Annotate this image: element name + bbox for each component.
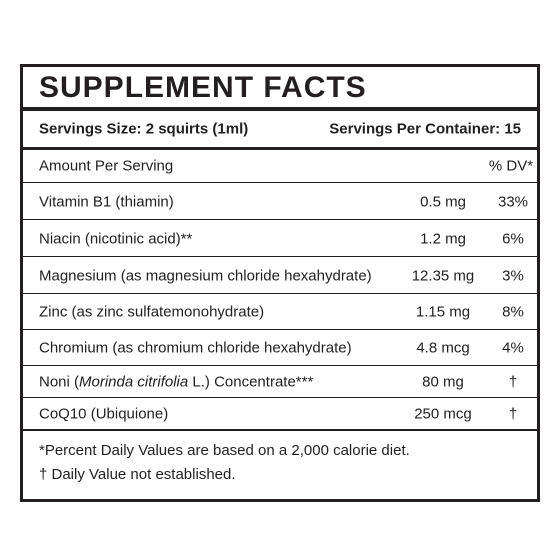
nutrient-row: Chromium (as chromium chloride hexahydra… <box>23 330 537 366</box>
name-part: L.) Concentrate*** <box>188 373 314 391</box>
name-part: Noni ( <box>39 373 80 391</box>
daily-value: † <box>508 405 518 423</box>
nutrient-row: Niacin (nicotinic acid)** 1.2 mg 6% <box>23 220 537 257</box>
name-part: Morinda citrifolia <box>79 373 189 391</box>
nutrient-row: Magnesium (as magnesium chloride hexahyd… <box>23 257 537 294</box>
nutrient-row: Noni (Morinda citrifolia L.) Concentrate… <box>23 366 537 398</box>
nutrient-row: Vitamin B1 (thiamin) 0.5 mg 33% <box>23 183 537 220</box>
rule <box>23 293 537 294</box>
name-part: Chromium (as chromium chloride hexahydra… <box>39 339 352 357</box>
dv-header: % DV* <box>488 157 534 174</box>
footnote: † Daily Value not established. <box>39 466 236 483</box>
supplement-facts-panel: SUPPLEMENT FACTS Servings Size: 2 squirt… <box>20 64 540 502</box>
nutrient-name: CoQ10 (Ubiquione) <box>39 406 168 423</box>
amount: 80 mg <box>422 373 464 391</box>
daily-value: 6% <box>502 230 524 247</box>
daily-value: 4% <box>502 339 524 357</box>
rule <box>23 256 537 257</box>
amount: 4.8 mcg <box>416 339 470 357</box>
footnote: *Percent Daily Values are based on a 2,0… <box>39 442 410 459</box>
rule <box>23 329 537 330</box>
amount: 250 mcg <box>414 405 472 423</box>
title: SUPPLEMENT FACTS <box>39 71 367 104</box>
rule <box>23 147 537 150</box>
servings-size: Servings Size: 2 squirts (1ml) <box>39 120 249 138</box>
name-part: Zinc (as zinc sulfatemonohydrate) <box>39 303 265 321</box>
daily-value: 3% <box>502 267 524 284</box>
servings-per-container: Servings Per Container: 15 <box>329 120 521 138</box>
daily-value: † <box>508 373 518 391</box>
nutrient-name: Noni (Morinda citrifolia L.) Concentrate… <box>39 374 313 391</box>
nutrient-name: Chromium (as chromium chloride hexahydra… <box>39 340 352 357</box>
amount-header: Amount Per Serving <box>39 157 174 174</box>
amount: 1.2 mg <box>420 230 466 247</box>
name-part: Vitamin B1 (thiamin) <box>39 193 174 210</box>
name-part: Magnesium (as magnesium chloride hexahyd… <box>39 267 372 284</box>
nutrient-name: Niacin (nicotinic acid)** <box>39 230 192 247</box>
rule <box>23 365 537 366</box>
nutrient-name: Magnesium (as magnesium chloride hexahyd… <box>39 267 372 284</box>
daily-value: 33% <box>497 193 529 210</box>
nutrient-name: Vitamin B1 (thiamin) <box>39 193 174 210</box>
amount: 12.35 mg <box>411 267 475 284</box>
nutrient-row: Zinc (as zinc sulfatemonohydrate) 1.15 mg… <box>23 294 537 330</box>
nutrient-name: Zinc (as zinc sulfatemonohydrate) <box>39 304 264 321</box>
name-part: Niacin (nicotinic acid)** <box>39 230 193 247</box>
rule <box>23 429 537 431</box>
amount: 1.15 mg <box>415 303 471 321</box>
servings-row: Servings Size: 2 squirts (1ml) Servings … <box>23 111 537 147</box>
rule <box>23 182 537 183</box>
header-row: Amount Per Serving % DV* <box>23 149 537 182</box>
amount: 0.5 mg <box>420 193 466 210</box>
rule <box>23 219 537 220</box>
rule <box>23 107 537 111</box>
rule <box>23 397 537 398</box>
daily-value: 8% <box>502 303 524 321</box>
name-part: CoQ10 (Ubiquione) <box>39 405 169 423</box>
nutrient-row: CoQ10 (Ubiquione) 250 mcg † <box>23 398 537 430</box>
